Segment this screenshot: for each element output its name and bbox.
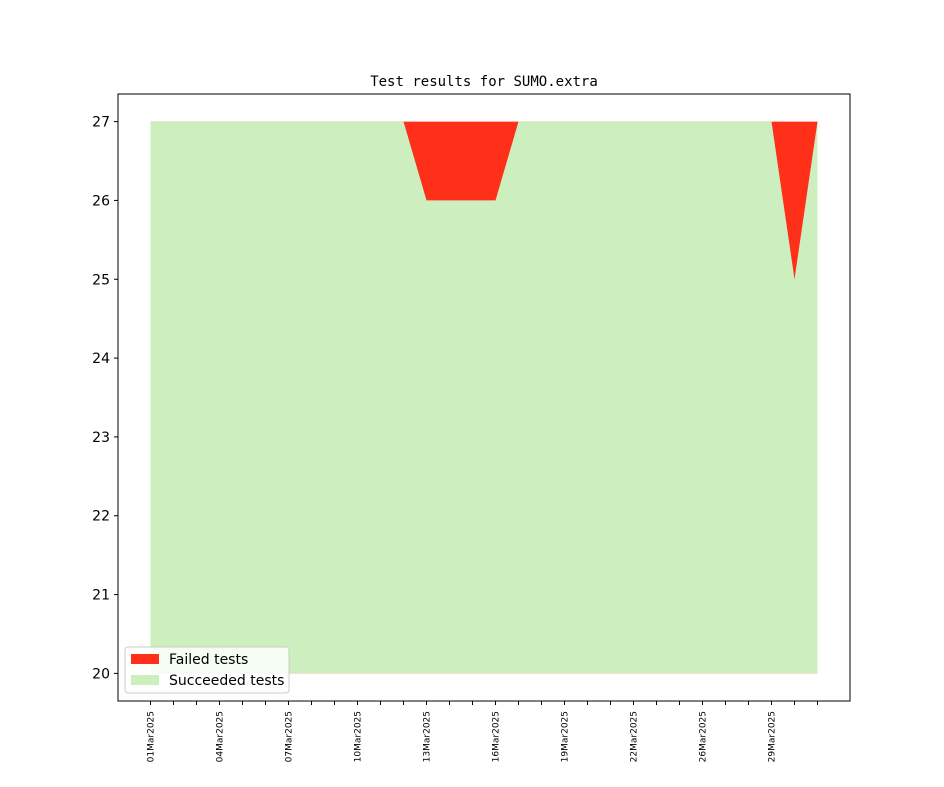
y-tick-label: 20 <box>92 666 110 682</box>
y-tick-label: 21 <box>92 588 110 604</box>
x-tick-label: 04Mar2025 <box>216 711 226 762</box>
legend-swatch-failed <box>131 654 159 664</box>
axes-frame <box>117 93 851 702</box>
legend: Failed tests Succeeded tests <box>124 646 290 694</box>
x-tick-label: 13Mar2025 <box>423 711 433 762</box>
legend-box <box>124 646 290 694</box>
x-tick-label: 26Mar2025 <box>699 711 709 762</box>
x-axis: 01Mar2025 04Mar2025 07Mar2025 10Mar2025 13Ma… <box>147 701 818 762</box>
x-tick-label: 10Mar2025 <box>354 711 364 762</box>
legend-label-failed: Failed tests <box>169 652 248 668</box>
x-tick-label: 29Mar2025 <box>768 711 778 762</box>
plot-area <box>150 121 818 674</box>
y-axis: 20 21 22 23 24 25 26 27 <box>92 115 118 682</box>
legend-swatch-succeeded <box>131 675 159 685</box>
y-tick-label: 22 <box>92 509 110 525</box>
y-tick-label: 27 <box>92 115 110 131</box>
y-tick-label: 25 <box>92 272 110 288</box>
x-tick-label: 16Mar2025 <box>492 711 502 762</box>
y-tick-label: 23 <box>92 430 110 446</box>
legend-label-succeeded: Succeeded tests <box>169 673 284 689</box>
x-tick-label: 22Mar2025 <box>630 711 640 762</box>
x-tick-label: 07Mar2025 <box>285 711 295 762</box>
y-tick-label: 26 <box>92 193 110 209</box>
x-tick-label: 01Mar2025 <box>147 711 157 762</box>
chart-title: Test results for SUMO.extra <box>370 74 598 90</box>
y-tick-label: 24 <box>92 351 110 367</box>
x-tick-label: 19Mar2025 <box>561 711 571 762</box>
area-succeeded-tests <box>150 121 818 674</box>
